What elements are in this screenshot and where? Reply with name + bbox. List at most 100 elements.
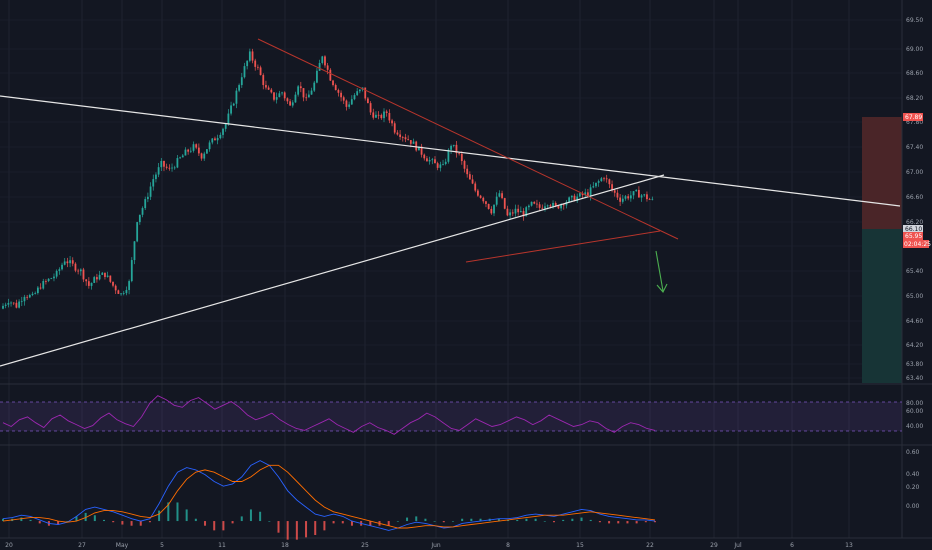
candle-body	[189, 150, 192, 152]
candle-body	[195, 144, 198, 148]
candle-body	[20, 301, 23, 303]
macd-histogram-bar	[121, 521, 124, 525]
macd-histogram-bar	[516, 519, 519, 522]
candle-body	[391, 120, 393, 124]
candle-body	[310, 90, 313, 95]
candle-body	[26, 296, 29, 298]
candle-body	[544, 206, 546, 209]
candle-body	[557, 205, 560, 209]
candle-body	[428, 160, 431, 162]
stop-price-tag: 67.89	[905, 114, 922, 121]
candle-body	[173, 167, 176, 169]
macd-histogram-bar	[433, 521, 436, 522]
price-tick-label: 69.00	[906, 46, 923, 53]
time-tick-label: 18	[281, 542, 289, 549]
candle-body	[112, 281, 114, 286]
candle-body	[342, 97, 345, 101]
candle-body	[474, 183, 477, 191]
candle-body	[624, 196, 627, 199]
macd-histogram-bar	[222, 521, 225, 531]
macd-histogram-bar	[350, 521, 353, 526]
candle-body	[160, 160, 163, 168]
candle-body	[243, 66, 246, 78]
candle-body	[275, 97, 278, 100]
bearish-arrow[interactable]	[655, 250, 668, 293]
time-tick-label: 8	[506, 542, 510, 549]
candle-body	[648, 199, 651, 200]
candle-body	[450, 145, 452, 150]
candle-body	[297, 86, 300, 95]
candle-body	[643, 194, 646, 196]
candle-body	[356, 91, 359, 96]
macd-histogram-bar	[75, 516, 78, 522]
candle-body	[372, 112, 375, 118]
candle-body	[407, 139, 410, 141]
candle-body	[79, 269, 82, 272]
wedge-lower-line[interactable]	[465, 230, 661, 263]
candle-body	[587, 192, 589, 197]
candle-body	[39, 287, 42, 289]
candle-body	[120, 293, 122, 295]
candle-body	[281, 92, 283, 94]
candle-body	[216, 138, 219, 141]
macd-histogram-bar	[654, 521, 656, 523]
ascending-trendline[interactable]	[0, 174, 665, 367]
candle-body	[627, 196, 630, 199]
candle-body	[23, 296, 26, 302]
candle-body	[214, 138, 216, 141]
candle-body	[367, 98, 369, 104]
candle-body	[179, 157, 181, 159]
candle-body	[431, 159, 434, 161]
candle-body	[321, 56, 324, 64]
candle-body	[514, 208, 517, 214]
candle-body	[305, 97, 308, 99]
candle-body	[434, 159, 436, 164]
take-profit-zone[interactable]	[862, 229, 902, 383]
stop-loss-zone[interactable]	[862, 117, 902, 229]
candle-body	[560, 204, 562, 209]
candle-body	[485, 201, 487, 204]
macd-histogram-bar	[470, 518, 473, 522]
macd-histogram-bar	[626, 521, 629, 524]
candle-body	[447, 149, 450, 162]
macd-histogram-bar	[259, 511, 262, 522]
macd-tick: 0.20	[906, 484, 920, 491]
candle-body	[468, 174, 471, 180]
wedge-upper-line[interactable]	[257, 38, 679, 240]
candle-body	[552, 202, 554, 207]
candle-body	[538, 204, 541, 208]
rsi-tick: 80.00	[906, 400, 923, 407]
candle-body	[63, 261, 66, 265]
candle-body	[125, 289, 128, 294]
price-tick-label: 69.50	[906, 17, 923, 24]
macd-histogram-bar	[295, 521, 298, 540]
candle-body	[47, 278, 50, 282]
candle-body	[248, 51, 251, 61]
macd-histogram-bar	[635, 521, 638, 524]
macd-histogram-bar	[387, 521, 390, 526]
candle-body	[203, 153, 206, 159]
candle-body	[53, 276, 55, 279]
candle-body	[7, 302, 10, 305]
time-tick-label: May	[116, 542, 129, 549]
candle-body	[262, 75, 265, 86]
candle-body	[157, 167, 160, 175]
candle-body	[36, 287, 39, 293]
candle-body	[519, 211, 522, 213]
grid-lines	[0, 0, 902, 538]
candle-body	[651, 198, 654, 200]
candle-body	[404, 137, 407, 140]
candle-body	[646, 194, 648, 200]
time-axis[interactable]: 20 27 May 5 11 18 25 Jun 8 15 22 29 Jul 6 13	[5, 542, 853, 549]
candle-body	[412, 141, 415, 144]
macd-histogram-bar	[571, 518, 574, 522]
candle-body	[299, 86, 302, 89]
candle-body	[423, 154, 426, 159]
descending-trendline[interactable]	[0, 95, 901, 207]
candle-body	[256, 66, 259, 68]
candle-body	[230, 105, 232, 114]
candle-body	[329, 69, 332, 81]
candle-body	[106, 275, 109, 277]
candle-body	[541, 207, 544, 209]
